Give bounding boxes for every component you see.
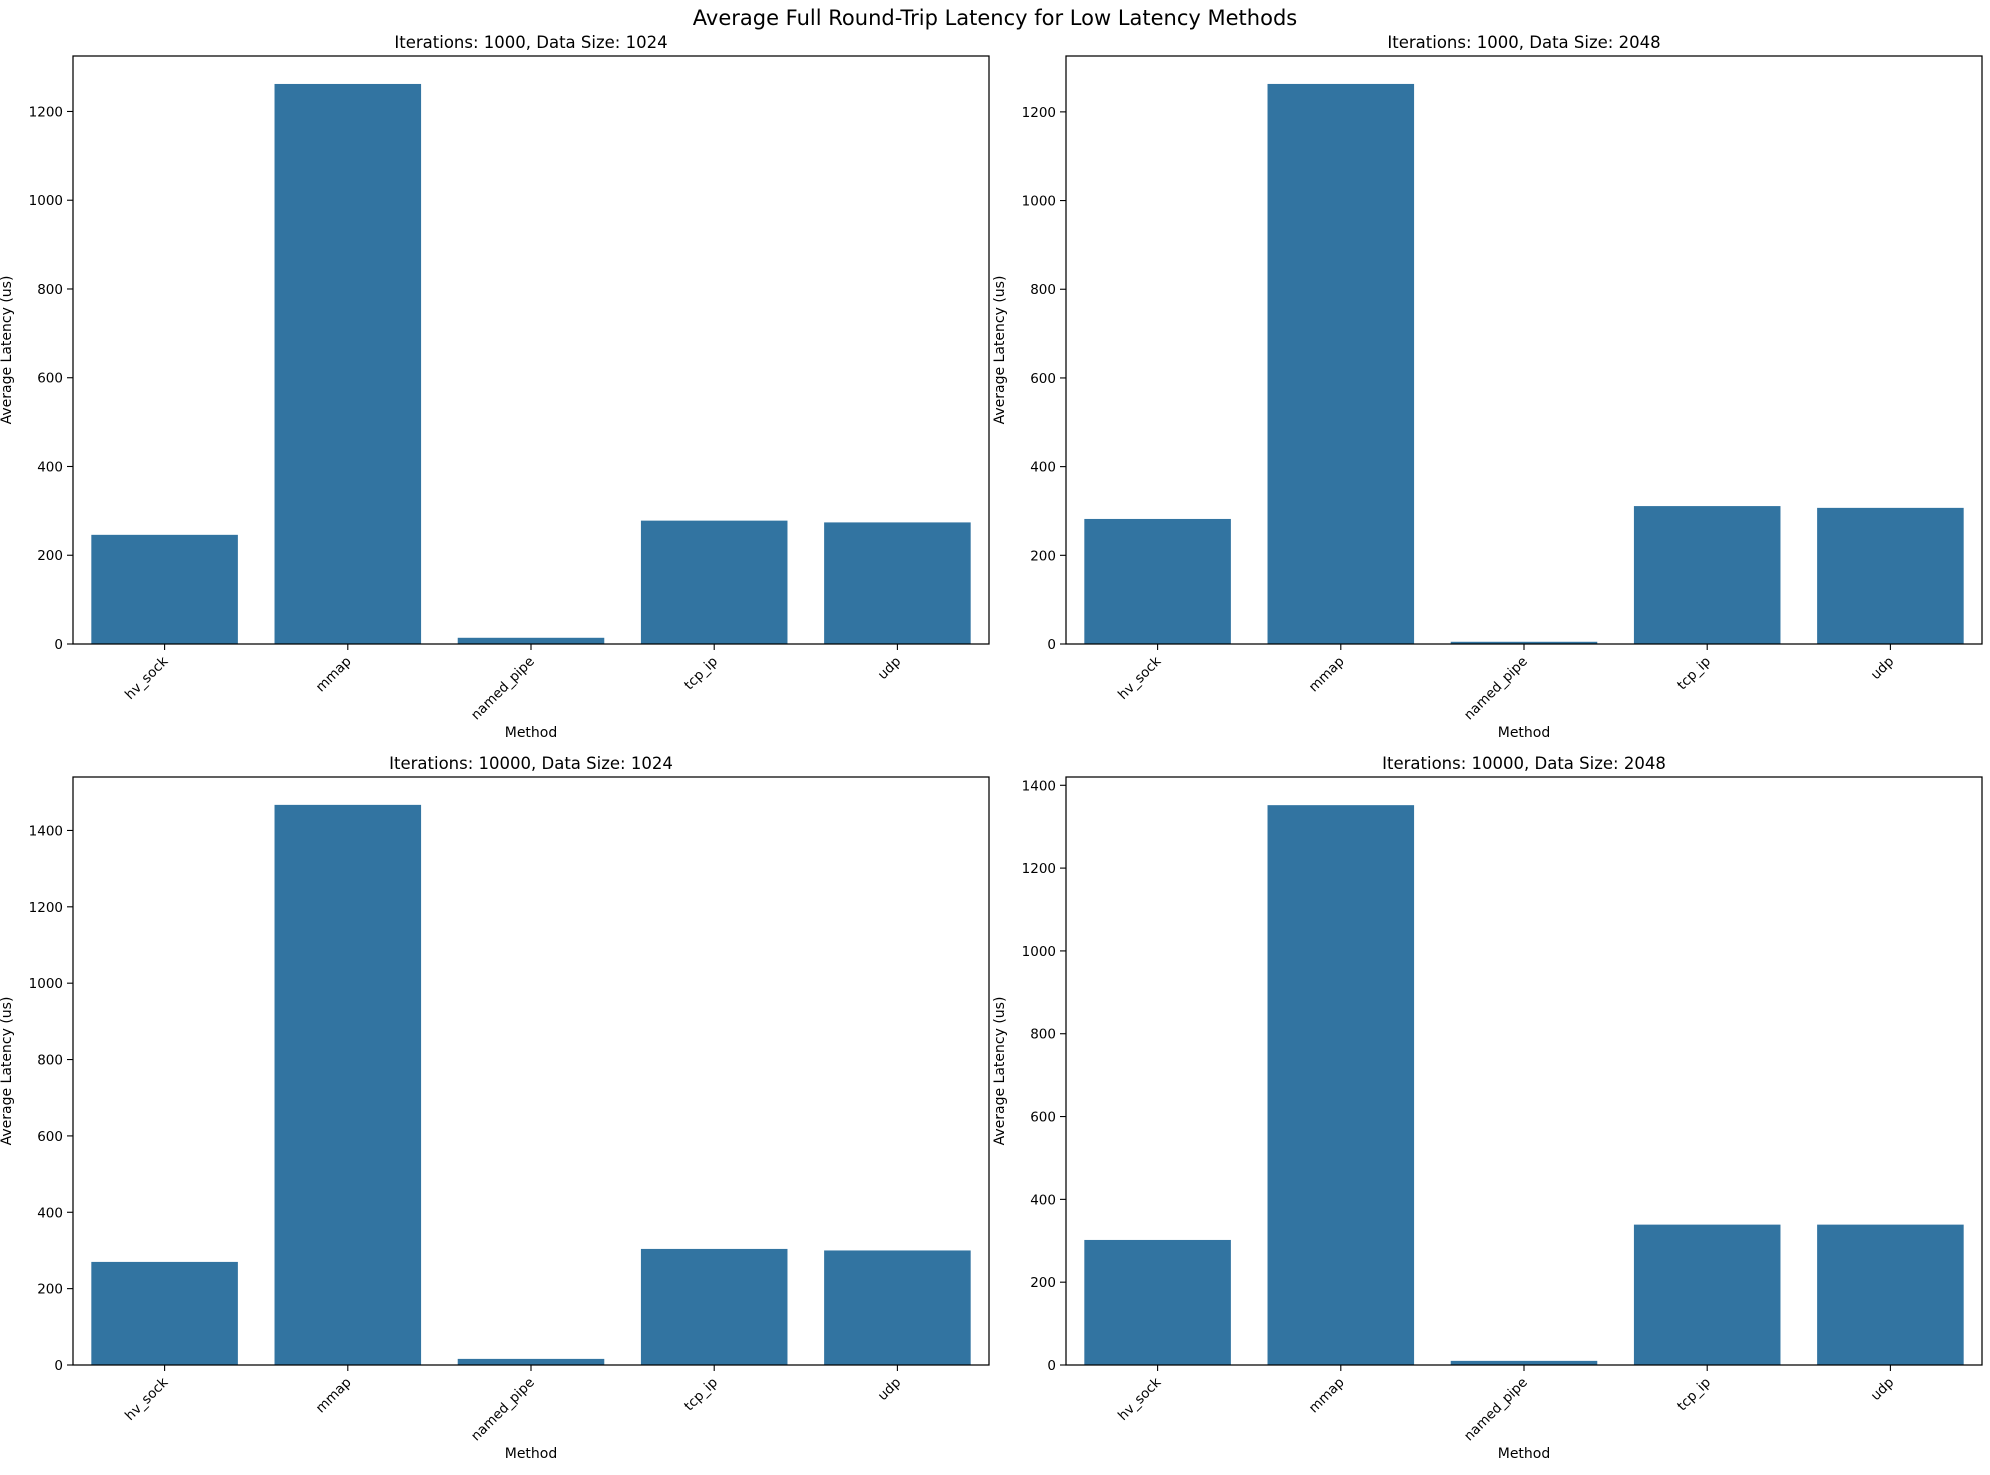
x-tick-label-mmap: mmap [313,1375,355,1417]
x-tick-label-udp: udp [1868,654,1897,683]
x-tick-label-named_pipe: named_pipe [1461,654,1531,724]
y-tick-label: 400 [1030,460,1056,476]
y-tick-label: 1200 [29,104,63,120]
x-tick-label-udp: udp [875,654,904,683]
x-tick-label-tcp_ip: tcp_ip [681,654,721,694]
x-tick-label-mmap: mmap [1306,1375,1348,1417]
bar-hv_sock [91,1261,238,1365]
bar-tcp_ip [640,520,788,644]
bar-hv_sock [1084,1239,1231,1365]
bar-udp [1817,507,1964,644]
y-tick-label: 800 [37,282,63,298]
y-tick-label: 800 [1030,282,1056,298]
y-axis-label: Average Latency (us) [992,276,1008,425]
y-tick-label: 400 [37,459,63,475]
subplot-2: 0 200 400 600 800 1000 1200 1400 hv_sock mmap name… [0,754,990,1462]
bar-mmap [1267,805,1415,1365]
bar-tcp_ip [1633,506,1781,644]
x-tick-label-hv_sock: hv_sock [122,1374,172,1424]
x-tick-label-udp: udp [1868,1375,1897,1404]
bar-named_pipe [457,637,605,644]
bar-mmap [274,83,422,644]
y-tick-label: 600 [1030,371,1056,387]
x-tick-label-named_pipe: named_pipe [468,654,538,724]
x-tick-label-named_pipe: named_pipe [468,1375,538,1445]
y-tick-label: 1200 [29,900,63,916]
y-tick-label: 800 [37,1053,63,1069]
x-axis-label: Method [1498,1446,1551,1462]
y-tick-label: 200 [37,1282,63,1298]
y-tick-label: 200 [1030,1275,1056,1291]
y-tick-label: 1200 [1022,861,1056,877]
y-tick-label: 800 [1030,1027,1056,1043]
y-tick-label: 0 [54,1358,63,1374]
x-tick-label-hv_sock: hv_sock [1115,653,1165,703]
x-axis-label: Method [505,725,558,741]
x-tick-label-tcp_ip: tcp_ip [681,1375,721,1415]
bar-named_pipe [457,1358,605,1365]
y-tick-label: 600 [37,371,63,387]
bar-hv_sock [91,534,238,644]
x-tick-label-hv_sock: hv_sock [122,653,172,703]
y-tick-label: 200 [1030,548,1056,564]
bar-named_pipe [1450,641,1598,644]
subplot-title: Iterations: 1000, Data Size: 1024 [394,33,667,52]
x-tick-label-named_pipe: named_pipe [1461,1375,1531,1445]
y-tick-label: 400 [37,1205,63,1221]
subplot-title: Iterations: 10000, Data Size: 2048 [1382,754,1666,773]
y-tick-label: 1400 [1022,778,1056,794]
subplot-0: 0 200 400 600 800 1000 1200 hv_sock mmap named_pi… [0,33,990,741]
y-axis-label: Average Latency (us) [992,997,1008,1146]
x-tick-label-tcp_ip: tcp_ip [1674,654,1714,694]
figure-title: Average Full Round-Trip Latency for Low … [692,6,1298,30]
x-axis-label: Method [505,1446,558,1462]
y-tick-label: 200 [37,548,63,564]
x-tick-label-mmap: mmap [1306,654,1348,696]
bar-udp [824,522,971,644]
y-tick-label: 1000 [1022,194,1056,210]
y-tick-label: 0 [1047,637,1056,653]
bar-mmap [274,804,422,1365]
subplot-3: 0 200 400 600 800 1000 1200 1400 hv_sock mmap name… [992,754,1983,1462]
y-tick-label: 400 [1030,1192,1056,1208]
bar-tcp_ip [640,1248,788,1365]
y-tick-label: 1000 [29,976,63,992]
y-tick-label: 0 [1047,1358,1056,1374]
x-tick-label-mmap: mmap [313,654,355,696]
y-tick-label: 1000 [1022,944,1056,960]
bar-named_pipe [1450,1360,1598,1365]
y-tick-label: 600 [1030,1110,1056,1126]
y-tick-label: 600 [37,1129,63,1145]
subplot-title: Iterations: 10000, Data Size: 1024 [389,754,673,773]
y-tick-label: 1200 [1022,105,1056,121]
y-axis-label: Average Latency (us) [0,997,15,1146]
y-axis-label: Average Latency (us) [0,276,15,425]
subplot-1: 0 200 400 600 800 1000 1200 hv_sock mmap named_pi… [992,33,1983,741]
y-tick-label: 0 [54,637,63,653]
bar-tcp_ip [1633,1224,1781,1365]
subplot-title: Iterations: 1000, Data Size: 2048 [1387,33,1660,52]
x-tick-label-tcp_ip: tcp_ip [1674,1375,1714,1415]
y-tick-label: 1400 [29,823,63,839]
bar-mmap [1267,83,1415,645]
x-axis-label: Method [1498,725,1551,741]
bar-udp [1817,1224,1964,1365]
x-tick-label-hv_sock: hv_sock [1115,1374,1165,1424]
bar-udp [824,1250,971,1365]
y-tick-label: 1000 [29,193,63,209]
bar-hv_sock [1084,518,1231,644]
x-tick-label-udp: udp [875,1375,904,1404]
